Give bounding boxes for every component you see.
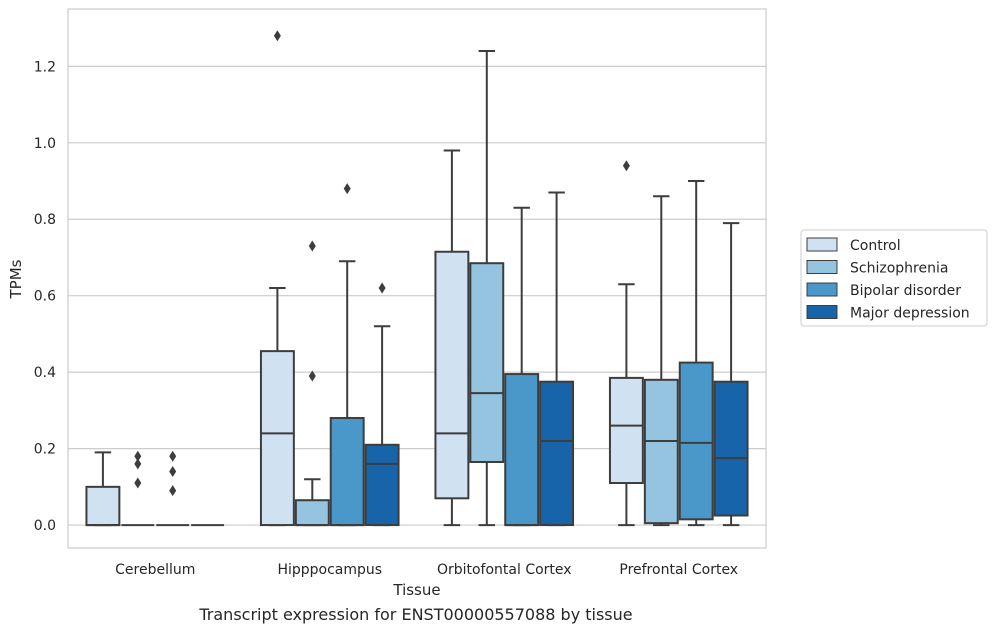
legend-label: Major depression	[850, 306, 970, 322]
gridlines	[68, 65, 766, 526]
legend-swatch	[806, 305, 838, 319]
y-axis-label: TPMs	[7, 259, 25, 299]
box-1-2	[329, 183, 365, 527]
box-3-2	[678, 180, 714, 527]
box-body	[678, 361, 714, 521]
legend-label: Control	[850, 238, 901, 254]
box-2-2	[504, 206, 540, 527]
outlier-point	[273, 30, 281, 42]
box-body	[294, 499, 330, 527]
box-body	[643, 378, 679, 525]
box-body	[608, 376, 644, 485]
outlier-point	[378, 282, 386, 294]
x-axis-label: Tissue	[392, 581, 440, 599]
box-body	[364, 443, 400, 527]
box-0-1	[121, 450, 155, 527]
x-tick-label: Prefrontal Cortex	[619, 562, 738, 578]
x-tick-label: Cerebellum	[115, 562, 195, 578]
box-2-0	[434, 149, 470, 527]
box-2-1	[469, 50, 505, 527]
boxes	[85, 30, 749, 527]
legend: Control Schizophrenia Bipolar disorder Majo…	[800, 229, 988, 327]
outlier-point	[308, 240, 316, 252]
box-body	[539, 380, 575, 527]
x-tick-labels: Cerebellum Hipppocampus Orbitofontal Corte…	[115, 562, 738, 578]
y-tick-label: 1.0	[34, 136, 56, 152]
outlier-point	[169, 485, 177, 497]
box-body	[434, 250, 470, 500]
box-body	[713, 380, 749, 517]
y-tick-label: 1.2	[34, 59, 56, 75]
outlier-point	[169, 466, 177, 478]
box-2-3	[539, 191, 575, 527]
outlier-point	[169, 450, 177, 462]
legend-swatch	[806, 260, 838, 274]
outlier-point	[134, 458, 142, 470]
box-body	[329, 417, 365, 527]
box-0-2	[156, 450, 190, 527]
outlier-point	[343, 183, 351, 195]
box-1-0	[259, 30, 295, 527]
outlier-point	[622, 160, 630, 172]
x-tick-label: Orbitofontal Cortex	[437, 562, 572, 578]
box-body	[469, 262, 505, 463]
legend-label: Bipolar disorder	[850, 283, 961, 299]
legend-swatch	[806, 237, 838, 252]
y-tick-label: 0.2	[34, 442, 56, 458]
y-tick-label: 0.8	[34, 212, 56, 228]
box-0-0	[85, 451, 121, 527]
outlier-point	[308, 370, 316, 382]
chart-caption: Transcript expression for ENST0000055708…	[199, 605, 633, 624]
legend-swatch	[806, 282, 838, 297]
outlier-point	[134, 450, 142, 462]
y-tick-labels: 0.0 0.2 0.4 0.6 0.8 1.0 1.2	[34, 59, 56, 534]
box-body	[259, 350, 295, 527]
box-3-0	[608, 160, 644, 527]
box-body	[85, 485, 121, 527]
box-3-1	[643, 195, 679, 527]
legend-frame	[800, 229, 988, 327]
y-tick-label: 0.0	[34, 518, 56, 534]
x-tick-label: Hipppocampus	[277, 562, 382, 578]
legend-label: Schizophrenia	[850, 261, 948, 277]
y-tick-label: 0.6	[34, 289, 56, 305]
plot-frame	[67, 8, 767, 549]
box-1-3	[364, 282, 400, 527]
box-body	[504, 373, 540, 527]
legend-items: Control Schizophrenia Bipolar disorder Majo…	[806, 237, 970, 322]
box-3-3	[713, 222, 749, 527]
box-1-1	[294, 240, 330, 527]
y-tick-label: 0.4	[34, 365, 56, 381]
outlier-point	[134, 477, 142, 489]
